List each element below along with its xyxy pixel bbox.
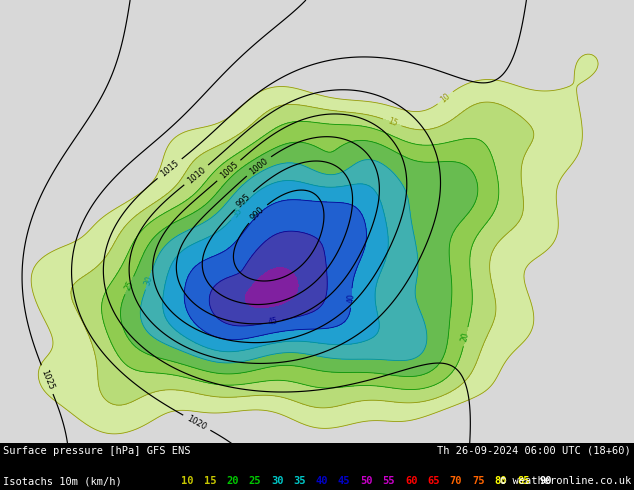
Text: 1025: 1025	[39, 368, 55, 391]
Text: 35: 35	[231, 206, 244, 219]
Text: 30: 30	[271, 476, 283, 486]
Text: 35: 35	[293, 476, 306, 486]
Text: 70: 70	[450, 476, 462, 486]
Text: 1010: 1010	[185, 165, 207, 185]
Text: 80: 80	[495, 476, 507, 486]
Text: 1005: 1005	[218, 160, 240, 181]
Text: Isotachs 10m (km/h): Isotachs 10m (km/h)	[3, 476, 122, 486]
Text: 40: 40	[347, 293, 356, 303]
Text: 10: 10	[439, 91, 452, 104]
Text: 25: 25	[123, 279, 136, 292]
Text: 45: 45	[338, 476, 351, 486]
Text: 1015: 1015	[158, 159, 181, 179]
Text: 990: 990	[249, 205, 266, 222]
Text: 40: 40	[316, 476, 328, 486]
Text: 65: 65	[427, 476, 440, 486]
Text: 90: 90	[540, 476, 552, 486]
Text: 20: 20	[460, 331, 471, 343]
Text: 995: 995	[235, 192, 252, 209]
Text: Th 26-09-2024 06:00 UTC (18+60): Th 26-09-2024 06:00 UTC (18+60)	[437, 446, 631, 456]
Text: 10: 10	[181, 476, 194, 486]
Text: 55: 55	[383, 476, 395, 486]
Text: 60: 60	[405, 476, 418, 486]
Text: 1000: 1000	[248, 156, 269, 176]
Text: 25: 25	[249, 476, 261, 486]
Text: 15: 15	[204, 476, 216, 486]
Text: Surface pressure [hPa] GFS ENS: Surface pressure [hPa] GFS ENS	[3, 446, 191, 456]
Text: 50: 50	[360, 476, 373, 486]
Text: 15: 15	[386, 117, 398, 128]
Text: 85: 85	[517, 476, 529, 486]
Text: © weatheronline.co.uk: © weatheronline.co.uk	[500, 476, 631, 486]
Text: 1020: 1020	[185, 414, 208, 432]
Text: 30: 30	[143, 274, 155, 286]
Text: 75: 75	[472, 476, 485, 486]
Text: 20: 20	[226, 476, 238, 486]
Text: 45: 45	[267, 317, 278, 327]
